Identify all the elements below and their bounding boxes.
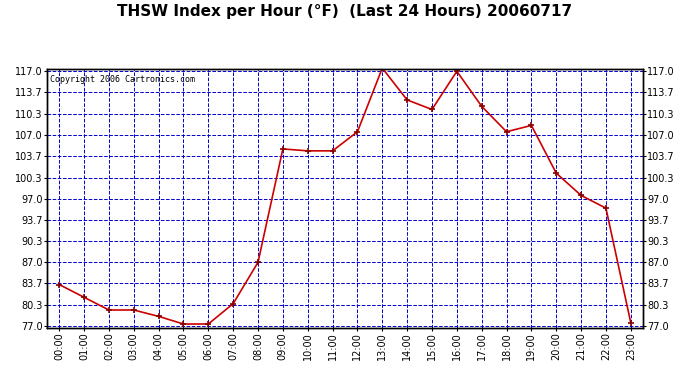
Text: Copyright 2006 Cartronics.com: Copyright 2006 Cartronics.com <box>50 75 195 84</box>
Text: THSW Index per Hour (°F)  (Last 24 Hours) 20060717: THSW Index per Hour (°F) (Last 24 Hours)… <box>117 4 573 19</box>
